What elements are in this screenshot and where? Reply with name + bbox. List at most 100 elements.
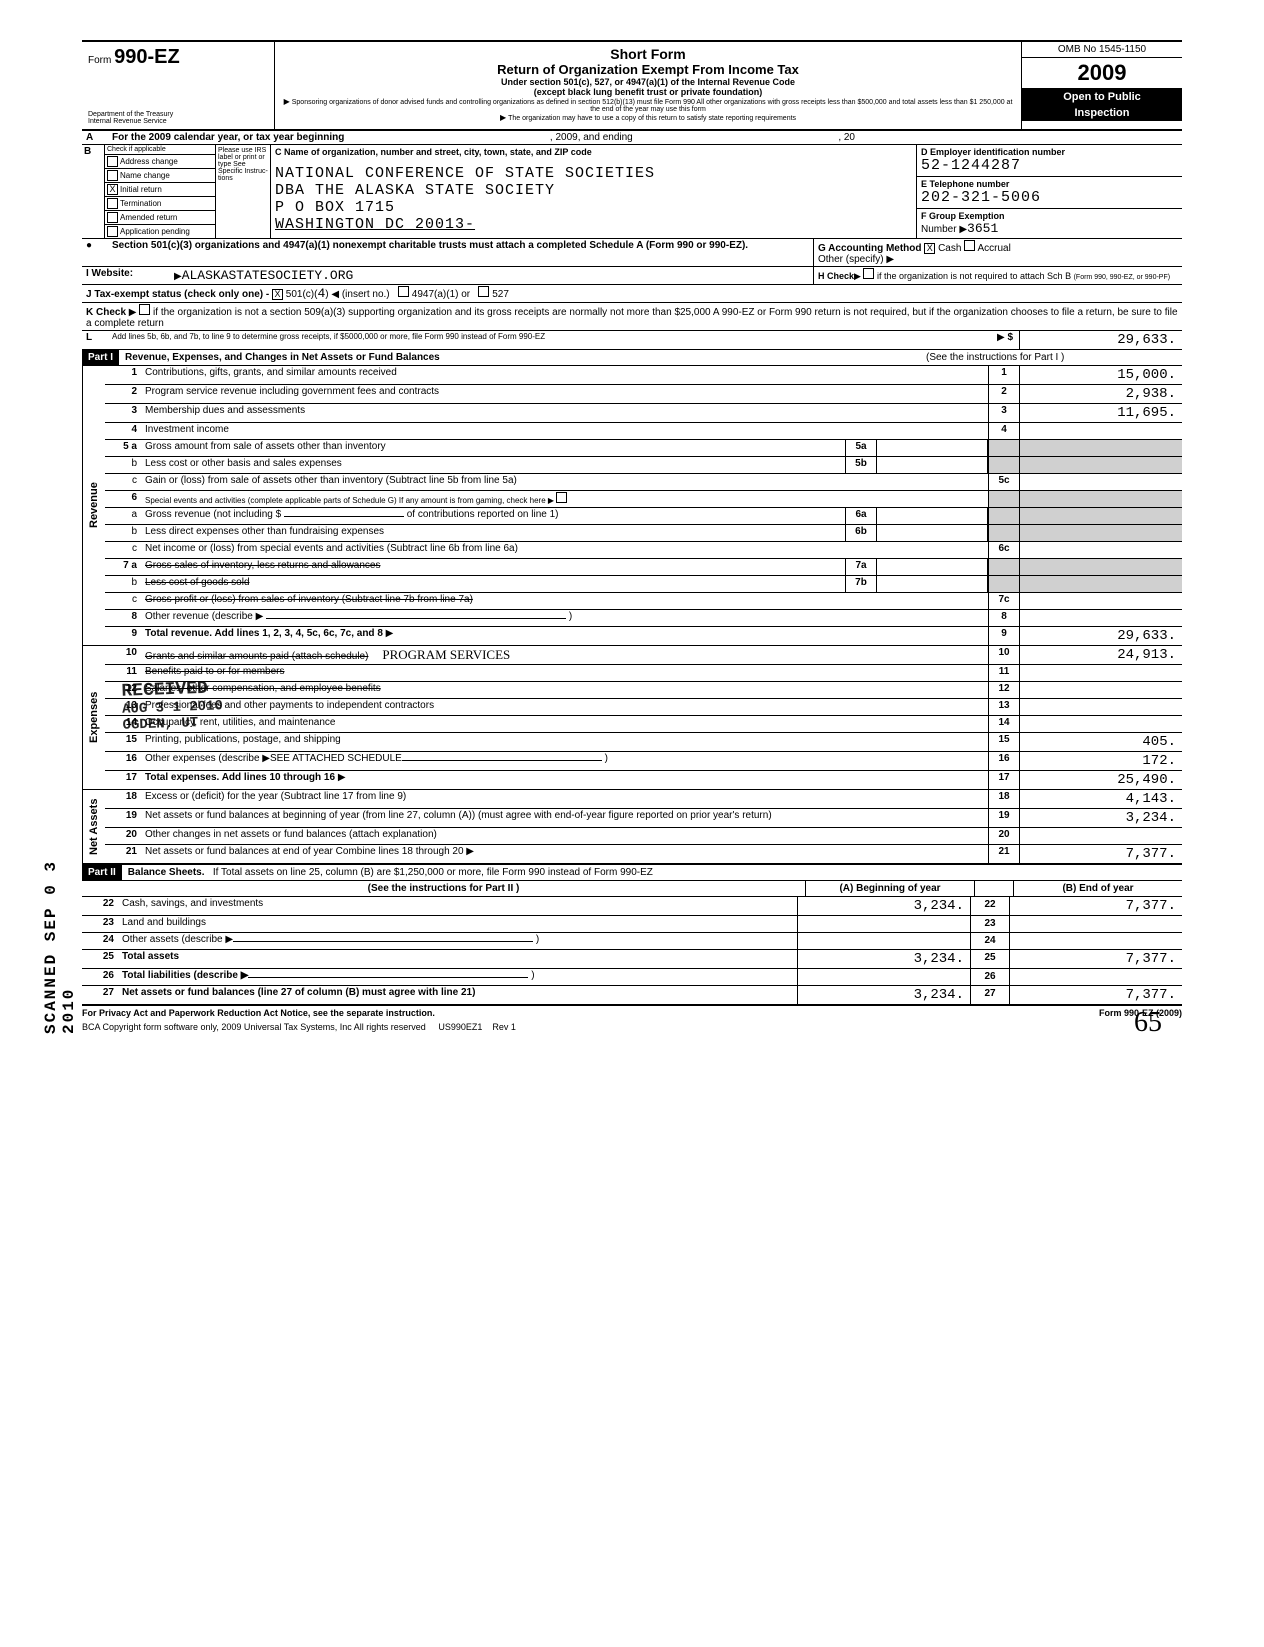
l-text: Add lines 5b, 6b, and 7b, to line 9 to d… xyxy=(108,331,827,349)
line5a-desc: Gross amount from sale of assets other t… xyxy=(141,440,845,456)
line6-desc: Special events and activities (complete … xyxy=(145,496,546,505)
bal22-desc: Cash, savings, and investments xyxy=(118,897,797,915)
line1-desc: Contributions, gifts, grants, and simila… xyxy=(141,366,988,384)
j-501c: 501(c)( xyxy=(286,289,318,300)
cb-accrual[interactable] xyxy=(964,240,975,251)
website-label: I Website: xyxy=(86,268,133,279)
col-b-label: (B) End of year xyxy=(1013,881,1182,896)
part1-title: Part I xyxy=(82,350,119,365)
cb-pending[interactable]: Application pending xyxy=(105,225,215,238)
part1-header: Part I Revenue, Expenses, and Changes in… xyxy=(82,350,1182,366)
form-990ez: SCANNED SEP 0 3 2010 Form 990-EZ Departm… xyxy=(82,40,1182,1034)
cash-label: Cash xyxy=(938,243,961,254)
line20-val xyxy=(1019,828,1182,844)
bal26-a xyxy=(797,969,970,985)
form-number: 990-EZ xyxy=(114,46,180,68)
revenue-section: Revenue 1Contributions, gifts, grants, a… xyxy=(82,366,1182,646)
cb-cash[interactable]: X xyxy=(924,243,935,254)
k-text: if the organization is not a section 509… xyxy=(86,307,1178,329)
part2-note: If Total assets on line 25, column (B) a… xyxy=(213,867,653,878)
expenses-side-label: Expenses xyxy=(82,646,105,789)
open-public: Open to Public xyxy=(1022,89,1182,105)
tax-year: 2009 xyxy=(1022,58,1182,89)
line5b-desc: Less cost or other basis and sales expen… xyxy=(141,457,845,473)
bal22-a: 3,234. xyxy=(797,897,970,915)
line7a-desc: Gross sales of inventory, less returns a… xyxy=(145,560,380,571)
part2-heading: Balance Sheets. xyxy=(128,867,205,878)
cb-h[interactable] xyxy=(863,268,874,279)
line16-desc: Other expenses (describe ▶SEE ATTACHED S… xyxy=(145,753,402,764)
line9-desc: Total revenue. Add lines 1, 2, 3, 4, 5c,… xyxy=(145,628,383,639)
bal24-a xyxy=(797,933,970,949)
other-specify: Other (specify) xyxy=(818,254,884,265)
line3-val: 11,695. xyxy=(1019,404,1182,422)
cb-amended[interactable]: Amended return xyxy=(105,211,215,225)
line4-val xyxy=(1019,423,1182,439)
check-if-label: Check if applicable xyxy=(105,145,215,155)
bal22-b: 7,377. xyxy=(1009,897,1182,915)
line20-desc: Other changes in net assets or fund bala… xyxy=(141,828,988,844)
cb-501c[interactable]: X xyxy=(272,289,283,300)
privacy-notice: For Privacy Act and Paperwork Reduction … xyxy=(82,1008,435,1018)
line6b-desc: Less direct expenses other than fundrais… xyxy=(141,525,845,541)
cb-gaming[interactable] xyxy=(556,492,567,503)
cb-4947[interactable] xyxy=(398,286,409,297)
line18-desc: Excess or (deficit) for the year (Subtra… xyxy=(141,790,988,808)
footer-code: US990EZ1 xyxy=(438,1022,482,1032)
form-label: Form xyxy=(88,55,111,66)
website-value: ALASKASTATESOCIETY.ORG xyxy=(182,268,354,283)
netassets-side-label: Net Assets xyxy=(82,790,105,863)
line21-val: 7,377. xyxy=(1019,845,1182,863)
line18-val: 4,143. xyxy=(1019,790,1182,808)
cb-k[interactable] xyxy=(139,304,150,315)
line13-desc: Professional fees and other payments to … xyxy=(141,699,988,715)
line15-val: 405. xyxy=(1019,733,1182,751)
line17-val: 25,490. xyxy=(1019,771,1182,789)
bal23-b xyxy=(1009,916,1182,932)
hand-number: 65 xyxy=(1134,1007,1162,1039)
part2-instr: (See the instructions for Part II ) xyxy=(82,881,805,896)
subtitle1: Under section 501(c), 527, or 4947(a)(1)… xyxy=(281,77,1015,87)
org-info-block: B Check if applicable Address change Nam… xyxy=(82,145,1182,239)
bal25-b: 7,377. xyxy=(1009,950,1182,968)
cb-527[interactable] xyxy=(478,286,489,297)
phone-value: 202-321-5006 xyxy=(921,189,1178,206)
line4-desc: Investment income xyxy=(141,423,988,439)
col-a-label: (A) Beginning of year xyxy=(805,881,974,896)
scanned-stamp: SCANNED SEP 0 3 2010 xyxy=(42,820,78,1034)
line6c-val xyxy=(1019,542,1182,558)
cb-address-change[interactable]: Address change xyxy=(105,155,215,169)
line17-desc: Total expenses. Add lines 10 through 16 xyxy=(145,772,335,783)
section-501-text: Section 501(c)(3) organizations and 4947… xyxy=(108,239,813,266)
bal24-desc: Other assets (describe ▶ xyxy=(122,934,233,945)
k-row: K Check ▶ if the organization is not a s… xyxy=(82,303,1182,331)
j-501c-suffix: ) ◀ (insert no.) xyxy=(325,289,389,300)
org-addr-1: P O BOX 1715 xyxy=(275,199,912,216)
line10-val: 24,913. xyxy=(1019,646,1182,664)
l-row: L Add lines 5b, 6b, and 7b, to line 9 to… xyxy=(82,331,1182,350)
accrual-label: Accrual xyxy=(977,243,1010,254)
cb-termination[interactable]: Termination xyxy=(105,197,215,211)
line14-desc: Occupancy, rent, utilities, and maintena… xyxy=(141,716,988,732)
part1-heading: Revenue, Expenses, and Changes in Net As… xyxy=(119,350,920,365)
cb-name-change[interactable]: Name change xyxy=(105,169,215,183)
dept-label: Department of the Treasury xyxy=(88,111,268,118)
short-form-title: Short Form xyxy=(281,46,1015,62)
bal26-desc: Total liabilities (describe ▶ xyxy=(122,970,248,981)
inspection: Inspection xyxy=(1022,105,1182,121)
org-addr-2: WASHINGTON DC 20013- xyxy=(275,216,912,233)
section-501-row: ● Section 501(c)(3) organizations and 49… xyxy=(82,239,1182,267)
balance-col-header: (See the instructions for Part II ) (A) … xyxy=(82,881,1182,897)
line21-desc: Net assets or fund balances at end of ye… xyxy=(145,846,464,857)
line10-hand: PROGRAM SERVICES xyxy=(382,647,510,662)
line12-desc: Salaries, other compensation, and employ… xyxy=(145,683,381,694)
line-a-mid: , 2009, and ending xyxy=(550,132,633,143)
line-a: A For the 2009 calendar year, or tax yea… xyxy=(82,131,1182,145)
cb-initial-return[interactable]: XInitial return xyxy=(105,183,215,197)
line6a-post: of contributions reported on line 1) xyxy=(407,509,559,520)
line2-val: 2,938. xyxy=(1019,385,1182,403)
line7b-desc: Less cost of goods sold xyxy=(145,577,250,588)
footer-rev: Rev 1 xyxy=(492,1022,516,1032)
sponsor-note: Sponsoring organizations of donor advise… xyxy=(281,97,1015,113)
l-dollar: $ xyxy=(1007,332,1013,343)
